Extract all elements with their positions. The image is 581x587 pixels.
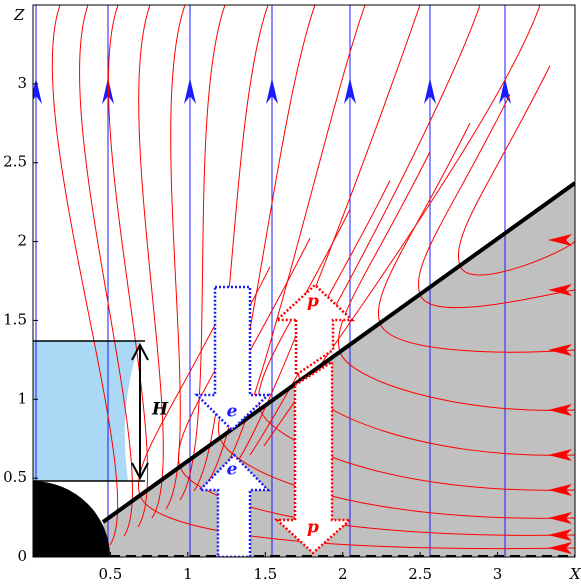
field-arrow — [424, 78, 436, 104]
streamline — [193, 5, 269, 492]
stream-arrow — [548, 344, 572, 356]
y-tick-label: 0 — [17, 547, 27, 565]
stream-arrow — [548, 529, 572, 541]
e-down-arrow — [193, 285, 272, 432]
e-up-arrow — [197, 453, 271, 557]
h-arrow — [131, 342, 149, 481]
streamline — [51, 5, 119, 546]
streamline — [221, 5, 366, 474]
stream-arrow — [548, 484, 572, 496]
streamline — [165, 5, 186, 510]
y-tick-label: 1.5 — [3, 310, 27, 328]
stream-arrow — [548, 404, 572, 416]
streamline — [138, 5, 164, 519]
stream-arrow — [548, 512, 572, 524]
stream-arrow — [548, 284, 572, 296]
h-label: H — [151, 400, 169, 420]
x-tick-label: 2 — [338, 565, 348, 583]
streamline — [458, 65, 575, 276]
y-tick-label: 1 — [17, 389, 27, 407]
body — [33, 481, 111, 557]
wedge-region — [103, 183, 575, 557]
y-axis-label: Z — [13, 6, 25, 24]
field-arrow — [33, 78, 42, 104]
streamline — [138, 295, 575, 550]
x-tick-label: 3 — [493, 565, 503, 583]
field-arrow — [184, 78, 196, 104]
plot-area — [33, 5, 575, 557]
e-label: e — [227, 460, 238, 480]
frame — [32, 4, 576, 558]
field-arrow — [344, 78, 356, 104]
x-tick-label: 2.5 — [408, 565, 432, 583]
x-axis-label: X — [569, 565, 581, 583]
stream-arrow — [548, 234, 572, 246]
streamline — [107, 5, 149, 528]
p-label: p — [307, 518, 319, 538]
p-label: p — [307, 292, 319, 312]
y-tick-label: 0.5 — [3, 468, 27, 486]
y-tick-label: 3 — [17, 74, 27, 92]
streamline — [218, 237, 575, 519]
liquid-region — [33, 341, 140, 481]
x-tick-label: 0.5 — [98, 565, 122, 583]
field-arrow — [266, 78, 278, 104]
p-up-arrow — [273, 283, 356, 378]
e-label: e — [227, 402, 238, 422]
streamline — [79, 5, 133, 537]
y-tick-label: 2.5 — [3, 153, 27, 171]
stream-arrow — [548, 542, 572, 554]
streamline — [235, 5, 421, 465]
x-tick-label: 1 — [183, 565, 193, 583]
y-tick-label: 2 — [17, 232, 27, 250]
streamline — [249, 5, 481, 456]
p-down-arrow — [273, 359, 354, 555]
wedge-edge — [101, 181, 575, 524]
streamline — [179, 5, 226, 501]
streamline — [263, 5, 541, 447]
stream-arrow — [548, 449, 572, 461]
x-tick-label: 1.5 — [253, 565, 277, 583]
